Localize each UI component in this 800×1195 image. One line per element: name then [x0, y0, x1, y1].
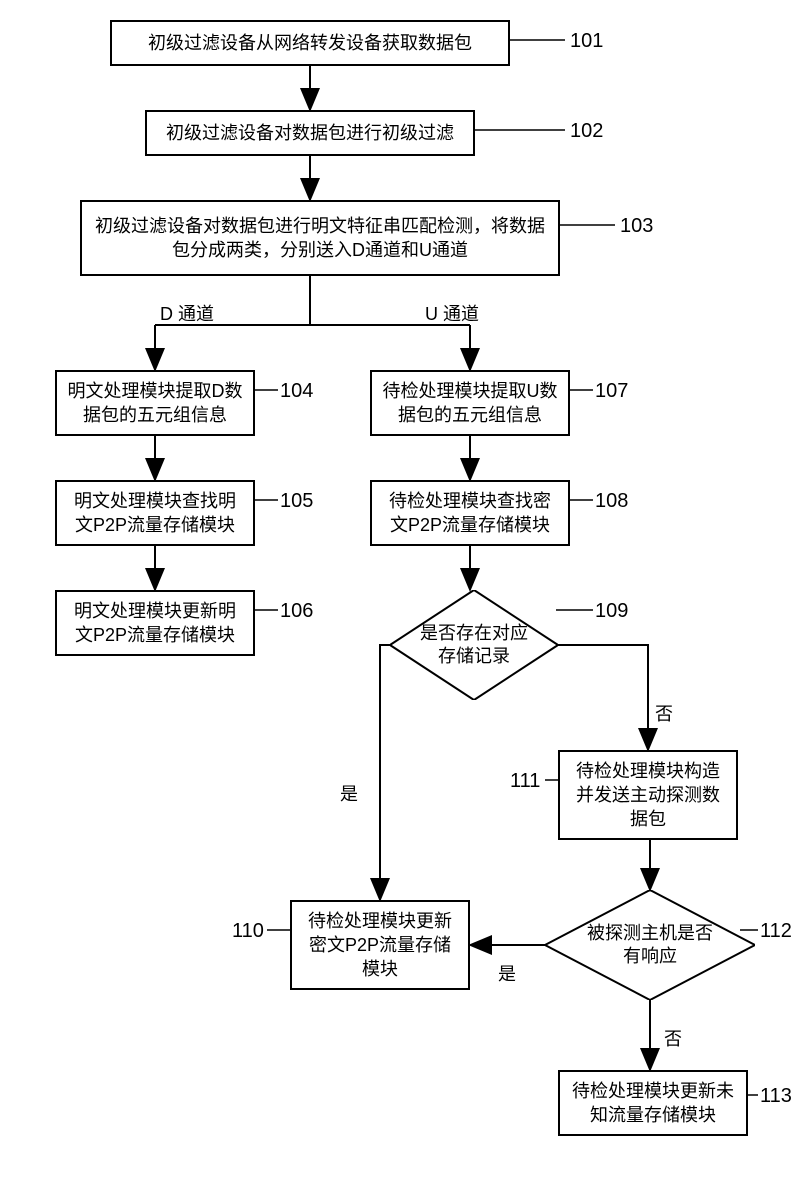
- num-109: 109: [595, 600, 628, 623]
- node-102-label: 初级过滤设备对数据包进行初级过滤: [166, 121, 454, 145]
- node-102: 初级过滤设备对数据包进行初级过滤: [145, 110, 475, 156]
- node-104: 明文处理模块提取D数据包的五元组信息: [55, 370, 255, 436]
- num-110: 110: [232, 920, 264, 943]
- num-113: 113: [760, 1085, 792, 1108]
- node-109-label: 是否存在对应存储记录: [414, 622, 534, 669]
- node-107: 待检处理模块提取U数据包的五元组信息: [370, 370, 570, 436]
- node-101-label: 初级过滤设备从网络转发设备获取数据包: [148, 31, 472, 55]
- node-108-label: 待检处理模块查找密文P2P流量存储模块: [382, 489, 558, 538]
- node-103: 初级过滤设备对数据包进行明文特征串匹配检测，将数据包分成两类，分别送入D通道和U…: [80, 200, 560, 276]
- num-104: 104: [280, 380, 313, 403]
- label-109-yes: 是: [340, 780, 358, 806]
- node-108: 待检处理模块查找密文P2P流量存储模块: [370, 480, 570, 546]
- node-111-label: 待检处理模块构造并发送主动探测数据包: [570, 759, 726, 832]
- node-113-label: 待检处理模块更新未知流量存储模块: [570, 1079, 736, 1128]
- num-102: 102: [570, 120, 603, 143]
- num-107: 107: [595, 380, 628, 403]
- num-111: 111: [510, 770, 540, 793]
- num-108: 108: [595, 490, 628, 513]
- label-u-channel: U 通道: [425, 300, 479, 326]
- num-101: 101: [570, 30, 603, 53]
- node-103-label: 初级过滤设备对数据包进行明文特征串匹配检测，将数据包分成两类，分别送入D通道和U…: [92, 214, 548, 263]
- label-d-channel: D 通道: [160, 300, 214, 326]
- node-113: 待检处理模块更新未知流量存储模块: [558, 1070, 748, 1136]
- node-105-label: 明文处理模块查找明文P2P流量存储模块: [67, 489, 243, 538]
- node-105: 明文处理模块查找明文P2P流量存储模块: [55, 480, 255, 546]
- node-110-label: 待检处理模块更新密文P2P流量存储模块: [302, 909, 458, 982]
- node-112: 被探测主机是否有响应: [545, 890, 755, 1000]
- node-112-label: 被探测主机是否有响应: [580, 922, 720, 969]
- node-106-label: 明文处理模块更新明文P2P流量存储模块: [67, 599, 243, 648]
- label-112-yes: 是: [498, 960, 516, 986]
- node-104-label: 明文处理模块提取D数据包的五元组信息: [67, 379, 243, 428]
- node-106: 明文处理模块更新明文P2P流量存储模块: [55, 590, 255, 656]
- label-109-no: 否: [655, 700, 673, 726]
- node-107-label: 待检处理模块提取U数据包的五元组信息: [382, 379, 558, 428]
- node-111: 待检处理模块构造并发送主动探测数据包: [558, 750, 738, 840]
- num-105: 105: [280, 490, 313, 513]
- node-110: 待检处理模块更新密文P2P流量存储模块: [290, 900, 470, 990]
- node-109: 是否存在对应存储记录: [390, 590, 558, 700]
- num-112: 112: [760, 920, 792, 943]
- num-106: 106: [280, 600, 313, 623]
- num-103: 103: [620, 215, 653, 238]
- node-101: 初级过滤设备从网络转发设备获取数据包: [110, 20, 510, 66]
- label-112-no: 否: [664, 1025, 682, 1051]
